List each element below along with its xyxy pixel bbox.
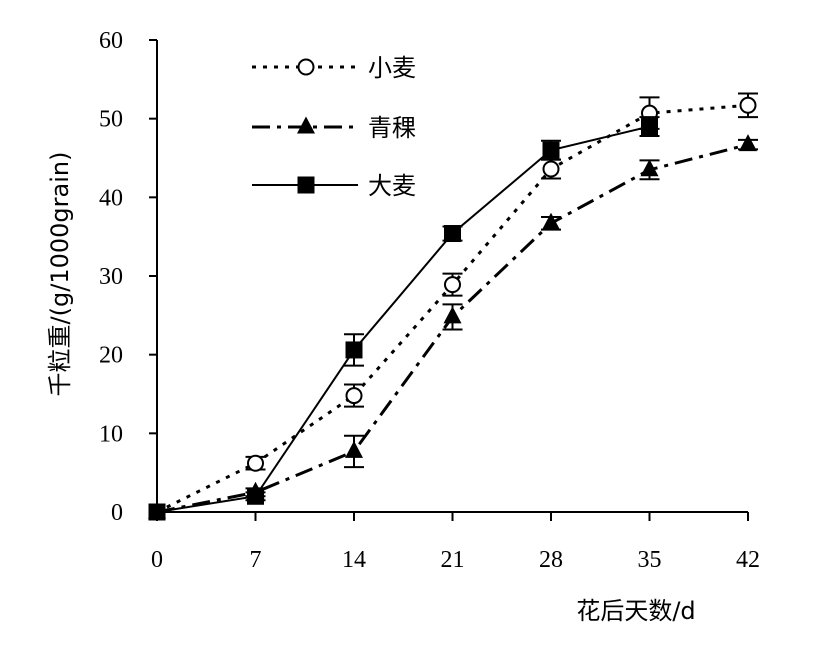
data-point [345, 387, 363, 405]
data-point [345, 440, 363, 458]
series-layer [148, 92, 758, 521]
data-point [443, 306, 462, 324]
data-point [542, 212, 560, 230]
y-tick-label: 30 [99, 264, 123, 290]
legend-marker [297, 116, 315, 134]
y-tick-label: 0 [111, 500, 123, 526]
x-tick-label: 28 [539, 547, 563, 573]
legend-label: 大麦 [368, 172, 416, 200]
legend-item-1: 青稞 [252, 114, 416, 142]
x-tick-label: 7 [250, 547, 262, 573]
axes: 0 10 20 30 40 50 60 0 7 14 21 28 35 42 [99, 28, 760, 573]
x-axis-title: 花后天数/d [576, 597, 695, 625]
data-point [345, 341, 363, 359]
legend-label: 小麦 [368, 54, 416, 82]
legend-marker [297, 176, 315, 194]
data-point [148, 503, 166, 521]
series-line [156, 125, 650, 513]
y-tick-label: 20 [99, 343, 123, 369]
y-tick-label: 60 [99, 28, 123, 54]
data-point [641, 118, 658, 136]
y-tick-label: 50 [99, 107, 123, 133]
legend-item-2: 大麦 [252, 172, 416, 200]
x-tick-label: 0 [151, 547, 163, 573]
series-1 [148, 134, 758, 519]
legend-label: 青稞 [368, 114, 416, 142]
x-tick-label: 35 [638, 547, 662, 573]
data-point [739, 96, 757, 114]
x-tick-label: 14 [342, 547, 366, 573]
legend-item-0: 小麦 [252, 54, 416, 82]
data-point [542, 141, 560, 159]
y-tick-label: 40 [99, 185, 123, 211]
legend-marker [297, 58, 315, 76]
y-axis-title: 千粒重/(g/1000grain) [46, 152, 74, 397]
y-tick-label: 10 [99, 421, 123, 447]
data-point [542, 160, 560, 178]
data-point [739, 134, 757, 152]
series-2 [148, 116, 660, 521]
x-tick-label: 42 [736, 547, 760, 573]
series-0 [148, 92, 758, 521]
data-point [444, 225, 461, 243]
data-point [444, 276, 461, 294]
data-point [247, 454, 264, 472]
data-point [640, 159, 659, 177]
data-point [247, 487, 264, 505]
x-tick-label: 21 [441, 547, 465, 573]
